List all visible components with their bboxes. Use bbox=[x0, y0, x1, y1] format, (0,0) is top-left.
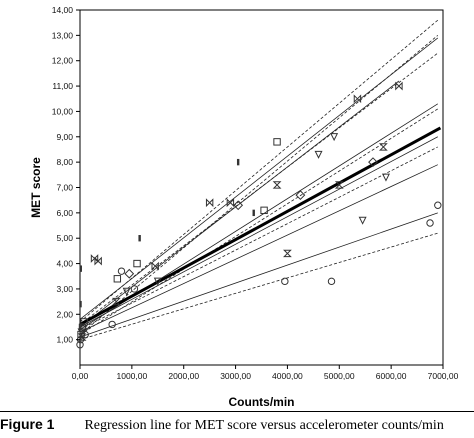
y-tick-label: 2,00 bbox=[56, 309, 73, 319]
data-point bbox=[395, 81, 403, 91]
data-point bbox=[151, 261, 159, 271]
data-point bbox=[79, 265, 82, 272]
data-point bbox=[205, 198, 214, 208]
data-point bbox=[233, 200, 244, 211]
y-tick-label: 4,00 bbox=[56, 259, 73, 269]
data-point bbox=[90, 254, 99, 263]
data-point bbox=[236, 158, 240, 166]
data-point bbox=[108, 320, 116, 329]
data-point bbox=[130, 285, 139, 293]
axes: 0,00 1000,00 2000,00 3000,00 4000,00 5000,00 6… bbox=[52, 5, 459, 381]
data-point bbox=[353, 94, 362, 104]
y-axis-title: MET score bbox=[29, 157, 43, 218]
data-point bbox=[358, 216, 367, 225]
data-point bbox=[153, 277, 162, 286]
figure-label: Figure 1 bbox=[0, 416, 55, 432]
data-point bbox=[122, 287, 131, 296]
y-tick-label: 8,00 bbox=[56, 157, 73, 167]
y-tick-label: 3,00 bbox=[56, 284, 73, 294]
x-tick-label: 3000,00 bbox=[220, 371, 251, 381]
y-tick-label: 12,00 bbox=[52, 56, 74, 66]
x-axis-title: Counts/min bbox=[229, 395, 295, 409]
x-tick-label: 6000,00 bbox=[376, 371, 407, 381]
caption-rule bbox=[0, 411, 474, 412]
x-tick-label: 5000,00 bbox=[324, 371, 355, 381]
y-tick-label: 7,00 bbox=[56, 183, 73, 193]
x-tick-label: 2000,00 bbox=[168, 371, 199, 381]
data-point bbox=[78, 323, 82, 331]
individual-regression-line bbox=[79, 108, 439, 335]
data-point bbox=[252, 209, 255, 217]
x-tick-label: 1000,00 bbox=[116, 371, 147, 381]
y-tick-label: 5,00 bbox=[56, 233, 73, 243]
individual-regression-line bbox=[79, 35, 439, 335]
data-point bbox=[368, 157, 378, 168]
y-tick-label: 13,00 bbox=[52, 30, 74, 40]
data-point bbox=[281, 277, 289, 286]
x-tick-label: 7000,00 bbox=[428, 371, 459, 381]
data-point bbox=[81, 330, 89, 339]
data-point bbox=[226, 198, 235, 208]
data-point bbox=[80, 318, 88, 326]
y-tick-label: 1,00 bbox=[56, 335, 73, 345]
data-point bbox=[117, 267, 126, 275]
y-tick-label: 6,00 bbox=[56, 208, 73, 218]
data-point bbox=[283, 249, 292, 258]
y-tick-label: 14,00 bbox=[52, 5, 74, 15]
figure-caption: Figure 1 Regression line for MET score ve… bbox=[0, 416, 474, 438]
individual-regression-line bbox=[79, 146, 438, 330]
data-point bbox=[378, 143, 388, 151]
individual-regression-line bbox=[79, 80, 400, 328]
individual-regression-line bbox=[79, 164, 438, 333]
data-points bbox=[76, 81, 442, 349]
regression-lines bbox=[79, 19, 442, 341]
data-point bbox=[272, 181, 282, 189]
individual-regression-line bbox=[79, 19, 439, 323]
data-point bbox=[111, 297, 121, 306]
data-point bbox=[327, 277, 336, 286]
data-point bbox=[273, 138, 281, 146]
data-point bbox=[138, 235, 141, 242]
overall-regression-line bbox=[79, 126, 442, 326]
individual-regression-line bbox=[79, 232, 438, 341]
individual-regression-line bbox=[79, 37, 439, 320]
y-tick-label: 11,00 bbox=[52, 81, 73, 91]
data-point bbox=[334, 181, 344, 189]
data-point bbox=[295, 190, 306, 201]
data-point bbox=[381, 173, 390, 182]
data-point bbox=[260, 206, 268, 215]
caption-text: Regression line for MET score versus acc… bbox=[84, 418, 444, 433]
y-tick-label: 9,00 bbox=[56, 132, 73, 142]
data-point bbox=[76, 341, 84, 349]
data-point bbox=[94, 256, 102, 266]
data-point bbox=[124, 268, 135, 279]
x-tick-label: 0,00 bbox=[72, 371, 89, 381]
data-point bbox=[426, 219, 434, 227]
data-point bbox=[330, 133, 339, 142]
data-point bbox=[133, 259, 141, 268]
data-point bbox=[314, 150, 323, 159]
individual-regression-line bbox=[79, 212, 438, 338]
data-point bbox=[434, 201, 442, 209]
data-point bbox=[79, 300, 82, 308]
y-tick-label: 10,00 bbox=[52, 106, 74, 116]
x-tick-label: 4000,00 bbox=[272, 371, 303, 381]
data-point bbox=[113, 275, 122, 283]
individual-regression-line bbox=[79, 136, 439, 328]
